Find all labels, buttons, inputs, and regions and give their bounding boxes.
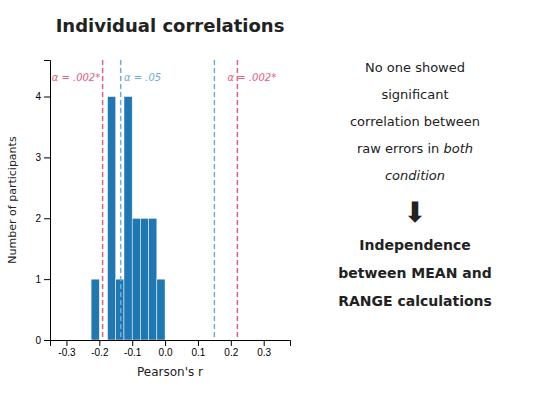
y-tick-mark (44, 340, 50, 341)
text-line: significant (381, 87, 448, 102)
y-tick: 3 (35, 152, 50, 163)
text-line: condition (385, 168, 445, 183)
y-tick-label: 2 (35, 213, 41, 224)
title: Individual correlations (56, 15, 285, 36)
y-tick-label: 0 (35, 335, 41, 346)
arrow: ⬇ (403, 196, 426, 229)
y-tick: 1 (35, 274, 50, 285)
y-tick: 2 (35, 213, 50, 224)
x-tick-label: -0.2 (91, 347, 109, 358)
x-tick-label: 0.1 (191, 347, 205, 358)
y-axis: 0 1 2 3 4 (35, 61, 50, 346)
x-tick: -0.3 (58, 340, 76, 358)
x-tick-mark (66, 340, 67, 346)
x-tick: 0.0 (159, 340, 173, 358)
x-tick: 0.3 (257, 340, 271, 358)
text-run: No one showed (365, 60, 465, 75)
text-line: raw errors in both (357, 141, 473, 156)
x-tick-mark (231, 340, 232, 346)
x-tick-label: -0.3 (58, 347, 76, 358)
plot: -0.3 -0.2 -0.1 0.0 0.1 0.2 0.3 0 1 2 3 4 α = .002* α … (6, 60, 291, 379)
x-tick-label: -0.1 (124, 347, 142, 358)
bar (116, 279, 124, 340)
y-tick-mark (44, 218, 50, 219)
text-line: between MEAN and (338, 265, 491, 281)
text-run: Independence (359, 237, 470, 253)
bar (124, 97, 132, 340)
annotation: α = .002* (228, 72, 277, 83)
x-tick: -0.1 (124, 340, 142, 358)
reference-line (102, 60, 104, 340)
text-block: No one showed significant correlation betw… (338, 60, 492, 309)
bar (149, 218, 157, 340)
x-tick-label: 0.2 (224, 347, 238, 358)
text-run: correlation between (350, 114, 480, 129)
bar (91, 279, 99, 340)
bar (108, 97, 116, 340)
x-tick-mark (132, 340, 133, 346)
y-tick-label: 4 (35, 91, 41, 102)
bar (157, 279, 165, 340)
x-axis: -0.3 -0.2 -0.1 0.0 0.1 0.2 0.3 (51, 340, 291, 358)
y-tick-mark (44, 97, 50, 98)
text-line: RANGE calculations (338, 293, 492, 309)
x-tick-label: 0.3 (257, 347, 271, 358)
x-axis-title: Pearson's r (137, 365, 203, 379)
chart-container: Individual correlations -0.3 -0.2 -0.1 0.0 0.… (0, 0, 540, 405)
reference-line (237, 60, 239, 340)
x-tick-mark (264, 340, 265, 346)
x-tick: 0.2 (224, 340, 238, 358)
bar (132, 218, 140, 340)
y-tick-mark (44, 279, 50, 280)
x-tick-mark (165, 340, 166, 346)
annotation: α = .05 (124, 72, 161, 83)
text-run: between MEAN and (338, 265, 491, 281)
text-run: condition (385, 168, 445, 183)
text-run: RANGE calculations (338, 293, 492, 309)
text-run: significant (381, 87, 448, 102)
x-tick-mark (99, 340, 100, 346)
text-line: Independence (359, 237, 470, 253)
x-tick-mark (198, 340, 199, 346)
bar (99, 340, 107, 341)
x-axis-line (51, 341, 291, 347)
text-run: both (443, 141, 473, 156)
y-tick-label: 1 (35, 274, 41, 285)
y-tick-label: 3 (35, 152, 41, 163)
x-tick-label: 0.0 (159, 347, 173, 358)
text-line: No one showed (365, 60, 465, 75)
y-axis-title: Number of participants (6, 136, 19, 264)
y-tick: 4 (35, 91, 50, 102)
chart: Individual correlations -0.3 -0.2 -0.1 0.0 0.… (0, 0, 540, 405)
text-line: correlation between (350, 114, 480, 129)
y-tick-mark (44, 157, 50, 158)
marks (91, 60, 237, 340)
annotation: α = .002* (52, 72, 101, 83)
text-run: raw errors in (357, 141, 443, 156)
y-axis-line (44, 61, 51, 341)
x-tick: -0.2 (91, 340, 109, 358)
x-tick: 0.1 (191, 340, 205, 358)
reference-line (120, 60, 122, 340)
bar (140, 218, 148, 340)
text-run: ⬇ (403, 196, 426, 229)
reference-line (214, 60, 216, 340)
y-tick: 0 (35, 335, 50, 346)
